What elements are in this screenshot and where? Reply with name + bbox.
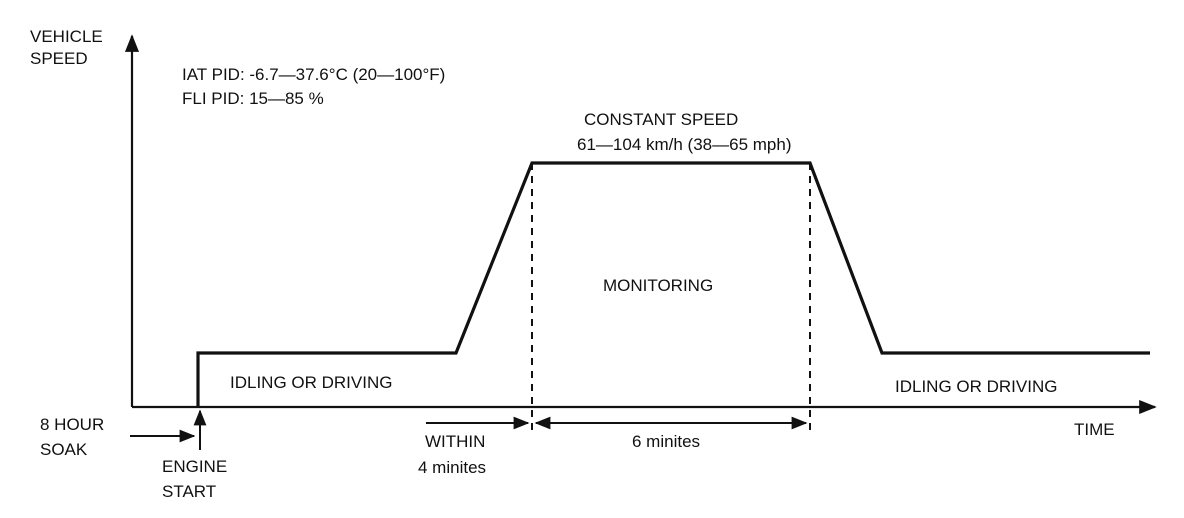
constant-speed-range: 61—104 km/h (38—65 mph) [577,135,792,154]
y-axis-label-line1: VEHICLE [30,27,103,46]
constant-speed-title: CONSTANT SPEED [584,110,738,129]
fli-pid-label: FLI PID: 15—85 % [182,89,324,108]
idle-right-label: IDLING OR DRIVING [895,377,1057,396]
engine-start-label-line2: START [162,482,216,501]
engine-start-label-line1: ENGINE [162,457,227,476]
monitoring-label: MONITORING [603,276,713,295]
within-label-line1: WITHIN [425,432,485,451]
x-axis-label: TIME [1074,420,1115,439]
y-axis-label-line2: SPEED [30,49,88,68]
iat-pid-label: IAT PID: -6.7—37.6°C (20—100°F) [182,65,445,84]
duration-label: 6 minites [632,432,700,451]
idle-left-label: IDLING OR DRIVING [230,373,392,392]
soak-label-line2: SOAK [40,440,88,459]
soak-label-line1: 8 HOUR [40,415,104,434]
within-label-line2: 4 minites [418,458,486,477]
